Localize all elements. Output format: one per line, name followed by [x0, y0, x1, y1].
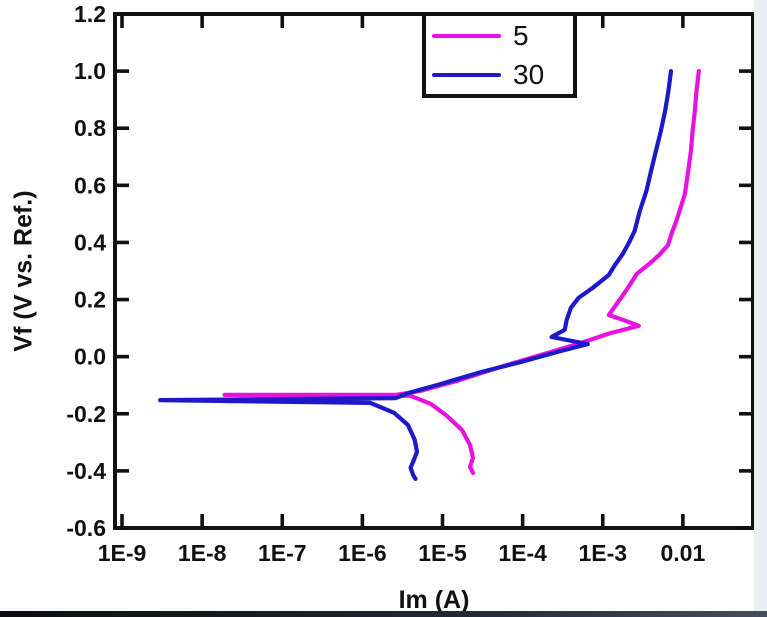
x-tick-label: 1E-5	[418, 540, 467, 566]
x-tick-label: 1E-6	[338, 540, 387, 566]
y-tick-label: 0.8	[74, 115, 106, 141]
y-tick-label: 1.2	[74, 1, 106, 27]
legend-item-5: 5	[432, 19, 573, 53]
window-edge-strip	[754, 0, 767, 611]
y-tick-label: -0.4	[66, 458, 106, 484]
y-tick-label: 1.0	[74, 58, 106, 84]
x-tick-label: 1E-7	[258, 540, 307, 566]
y-tick-label: 0.4	[74, 229, 106, 255]
series-5-curve	[222, 69, 701, 475]
x-tick-label: 0.01	[661, 540, 706, 566]
legend-label-30: 30	[513, 58, 545, 90]
y-tick-label: -0.2	[66, 401, 106, 427]
series-30-swatch	[432, 72, 501, 77]
x-tick-label: 1E-8	[178, 540, 227, 566]
y-axis-title: Vf (V vs. Ref.)	[9, 190, 38, 352]
y-tick-label: -0.6	[66, 515, 106, 541]
bottom-edge-bar	[0, 611, 767, 617]
series-30-curve	[158, 69, 674, 481]
y-tick-label: 0.0	[74, 344, 106, 370]
series-5-swatch	[432, 33, 501, 38]
y-tick-label: 0.2	[74, 287, 106, 313]
legend-label-5: 5	[513, 19, 529, 51]
legend-item-30: 30	[432, 58, 573, 92]
y-tick-label: 0.6	[74, 172, 106, 198]
legend: 5 30	[422, 12, 577, 98]
x-tick-label: 1E-3	[578, 540, 627, 566]
x-tick-label: 1E-4	[498, 540, 547, 566]
x-tick-label: 1E-9	[98, 540, 147, 566]
x-axis-title: Im (A)	[398, 586, 470, 614]
